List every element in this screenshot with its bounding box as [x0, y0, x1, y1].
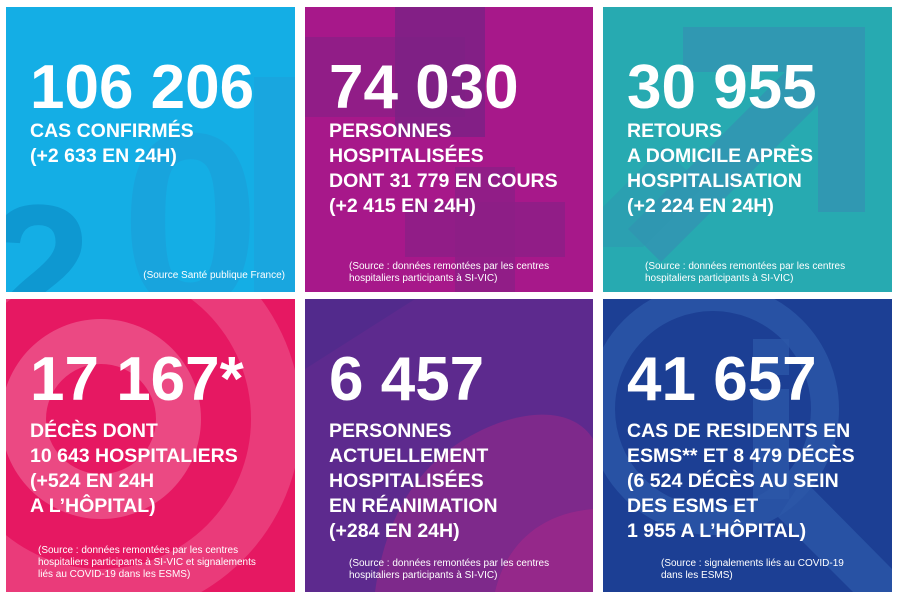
decorative-digits-graphic: 2 0 — [6, 77, 295, 292]
hospitalized-label: PERSONNES HOSPITALISÉES DONT 31 779 EN C… — [329, 119, 558, 219]
deaths-line-3: (+524 EN 24H — [30, 470, 155, 492]
hospitalized-line-1: PERSONNES — [329, 120, 452, 142]
icu-source-line-1: (Source : données remontées par les cent… — [349, 558, 550, 569]
deaths-source-line-3: liés au COVID-19 dans les ESMS) — [38, 569, 191, 580]
tile-cases-confirmed: 2 0 106 206 CAS CONFIRMÉS (+2 633 EN 24H… — [6, 7, 295, 292]
returned-number: 30 955 — [627, 53, 817, 122]
hospitalized-number: 74 030 — [329, 53, 519, 122]
hospitalized-source-line-1: (Source : données remontées par les cent… — [349, 261, 550, 272]
svg-text:0: 0 — [121, 81, 260, 292]
decorative-circles-graphic — [6, 299, 295, 592]
icu-number: 6 457 — [329, 345, 485, 414]
icu-source: (Source : données remontées par les cent… — [349, 558, 549, 582]
tile-esms-residents: 41 657 CAS DE RESIDENTS EN ESMS** ET 8 4… — [603, 299, 892, 592]
returned-line-2: A DOMICILE APRÈS — [627, 145, 813, 167]
hospitalized-line-3: DONT 31 779 EN COURS — [329, 170, 558, 192]
deaths-line-4: A L’HÔPITAL) — [30, 495, 156, 517]
deaths-line-1: DÉCÈS DONT — [30, 420, 158, 442]
esms-label: CAS DE RESIDENTS EN ESMS** ET 8 479 DÉCÈ… — [627, 419, 855, 544]
esms-line-5: 1 955 A L’HÔPITAL) — [627, 520, 807, 542]
deaths-number: 17 167* — [30, 345, 244, 414]
returned-source: (Source : données remontées par les cent… — [645, 261, 845, 285]
tile-hospitalized: 74 030 PERSONNES HOSPITALISÉES DONT 31 7… — [305, 7, 593, 292]
icu-line-1: PERSONNES — [329, 420, 452, 442]
deaths-line-2: 10 643 HOSPITALIERS — [30, 445, 238, 467]
icu-line-2: ACTUELLEMENT — [329, 445, 489, 467]
cases-source: (Source Santé publique France) — [143, 270, 285, 282]
esms-source-line-1: (Source : signalements liés au COVID-19 — [661, 558, 844, 569]
esms-line-4: DES ESMS ET — [627, 495, 759, 517]
hospitalized-line-4: (+2 415 EN 24H) — [329, 195, 476, 217]
esms-line-3: (6 524 DÉCÈS AU SEIN — [627, 470, 839, 492]
tile-returned-home: 30 955 RETOURS A DOMICILE APRÈS HOSPITAL… — [603, 7, 892, 292]
tile-deaths: 17 167* DÉCÈS DONT 10 643 HOSPITALIERS (… — [6, 299, 295, 592]
cases-label: CAS CONFIRMÉS (+2 633 EN 24H) — [30, 119, 194, 169]
deaths-source-line-1: (Source : données remontées par les cent… — [38, 545, 239, 556]
hospitalized-line-2: HOSPITALISÉES — [329, 145, 484, 167]
icu-label: PERSONNES ACTUELLEMENT HOSPITALISÉES EN … — [329, 419, 498, 544]
esms-line-2: ESMS** ET 8 479 DÉCÈS — [627, 445, 855, 467]
deaths-source-line-2: hospitaliers participants à SI-VIC et si… — [38, 557, 256, 568]
icu-line-3: HOSPITALISÉES — [329, 470, 484, 492]
hospitalized-source: (Source : données remontées par les cent… — [349, 261, 549, 285]
cases-number: 106 206 — [30, 53, 255, 122]
decorative-wave-graphic — [305, 299, 593, 592]
icu-line-5: (+284 EN 24H) — [329, 520, 460, 542]
deaths-label: DÉCÈS DONT 10 643 HOSPITALIERS (+524 EN … — [30, 419, 238, 519]
returned-label: RETOURS A DOMICILE APRÈS HOSPITALISATION… — [627, 119, 813, 219]
cases-source-line-1: (Source Santé publique France) — [143, 270, 285, 281]
decorative-arrow-graphic — [603, 27, 865, 262]
cases-line-1: CAS CONFIRMÉS — [30, 120, 194, 142]
deaths-source: (Source : données remontées par les cent… — [38, 545, 256, 581]
decorative-plus-graphic — [305, 7, 565, 292]
cases-line-2: (+2 633 EN 24H) — [30, 145, 177, 167]
esms-line-1: CAS DE RESIDENTS EN — [627, 420, 851, 442]
hospitalized-source-line-2: hospitaliers participants à SI-VIC) — [349, 273, 498, 284]
returned-source-line-1: (Source : données remontées par les cent… — [645, 261, 846, 272]
returned-source-line-2: hospitaliers participants à SI-VIC) — [645, 273, 794, 284]
esms-source-line-2: dans les ESMS) — [661, 570, 733, 581]
decorative-info-graphic — [603, 299, 892, 592]
svg-text:2: 2 — [6, 166, 92, 292]
returned-line-3: HOSPITALISATION — [627, 170, 802, 192]
returned-line-4: (+2 224 EN 24H) — [627, 195, 774, 217]
returned-line-1: RETOURS — [627, 120, 722, 142]
tile-intensive-care: 6 457 PERSONNES ACTUELLEMENT HOSPITALISÉ… — [305, 299, 593, 592]
icu-source-line-2: hospitaliers participants à SI-VIC) — [349, 570, 498, 581]
esms-source: (Source : signalements liés au COVID-19 … — [661, 558, 844, 582]
esms-number: 41 657 — [627, 345, 817, 414]
icu-line-4: EN RÉANIMATION — [329, 495, 498, 517]
